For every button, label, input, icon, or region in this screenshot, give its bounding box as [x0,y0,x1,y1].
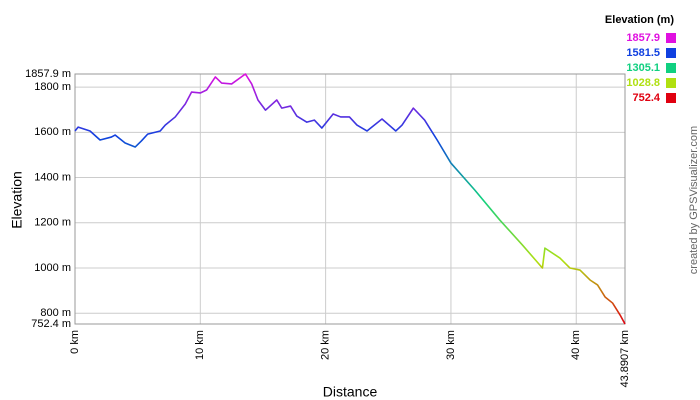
x-tick-label: 30 km [445,330,457,360]
credit: created by GPSVisualizer.com [688,126,700,274]
x-tick-label: 43.8907 km [619,330,631,387]
x-tick-label: 10 km [194,330,206,360]
y-tick-label: 1600 m [34,126,71,138]
y-tick-label: 1200 m [34,217,71,229]
y-tick-label: 1400 m [34,171,71,183]
legend-value: 1857.9 [626,32,660,44]
x-tick-label: 20 km [320,330,332,360]
y-tick-label: 1857.9 m [25,68,71,80]
y-tick-label: 752.4 m [31,318,71,330]
x-tick-label: 0 km [69,330,81,354]
legend-swatch [666,63,676,73]
legend-value: 1028.8 [626,77,660,89]
elevation-line [74,73,626,325]
legend-value: 1305.1 [626,62,660,74]
legend-swatch [666,93,676,103]
plot-frame [74,73,626,325]
x-axis-label: Distance [323,384,378,400]
legend-swatch [666,78,676,88]
y-tick-label: 1800 m [34,81,71,93]
legend-value: 752.4 [632,92,660,104]
y-tick-label: 1000 m [34,262,71,274]
x-tick-label: 40 km [570,330,582,360]
legend-swatch [666,48,676,58]
y-tick-label: 800 m [40,307,71,319]
legend-swatch [666,33,676,43]
y-axis-label: Elevation [9,171,25,229]
legend-value: 1581.5 [626,47,660,59]
legend-title: Elevation (m) [605,14,674,26]
